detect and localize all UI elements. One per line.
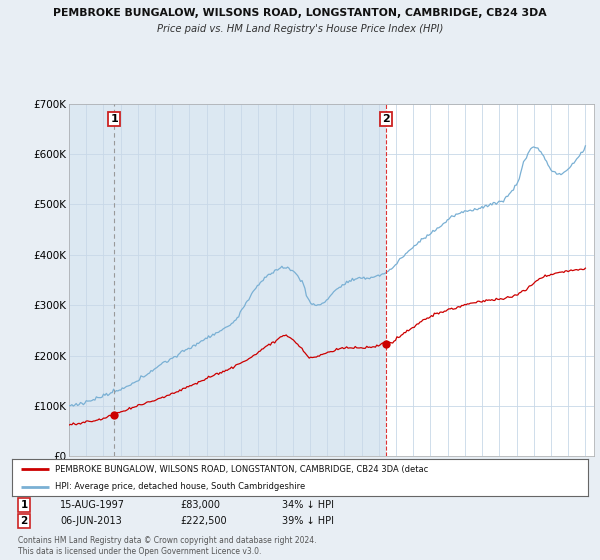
Text: 2: 2 — [20, 516, 28, 526]
Text: PEMBROKE BUNGALOW, WILSONS ROAD, LONGSTANTON, CAMBRIDGE, CB24 3DA (detac: PEMBROKE BUNGALOW, WILSONS ROAD, LONGSTA… — [55, 465, 428, 474]
Text: 39% ↓ HPI: 39% ↓ HPI — [282, 516, 334, 526]
Text: £222,500: £222,500 — [180, 516, 227, 526]
Text: Price paid vs. HM Land Registry's House Price Index (HPI): Price paid vs. HM Land Registry's House … — [157, 24, 443, 34]
Text: PEMBROKE BUNGALOW, WILSONS ROAD, LONGSTANTON, CAMBRIDGE, CB24 3DA: PEMBROKE BUNGALOW, WILSONS ROAD, LONGSTA… — [53, 8, 547, 18]
Text: HPI: Average price, detached house, South Cambridgeshire: HPI: Average price, detached house, Sout… — [55, 482, 305, 491]
Text: 1: 1 — [110, 114, 118, 124]
Bar — [386, 104, 600, 456]
Text: £83,000: £83,000 — [180, 500, 220, 510]
Text: Contains HM Land Registry data © Crown copyright and database right 2024.
This d: Contains HM Land Registry data © Crown c… — [18, 536, 317, 556]
Text: 06-JUN-2013: 06-JUN-2013 — [60, 516, 122, 526]
Text: 34% ↓ HPI: 34% ↓ HPI — [282, 500, 334, 510]
Text: 15-AUG-1997: 15-AUG-1997 — [60, 500, 125, 510]
Text: 1: 1 — [20, 500, 28, 510]
Text: 2: 2 — [382, 114, 390, 124]
